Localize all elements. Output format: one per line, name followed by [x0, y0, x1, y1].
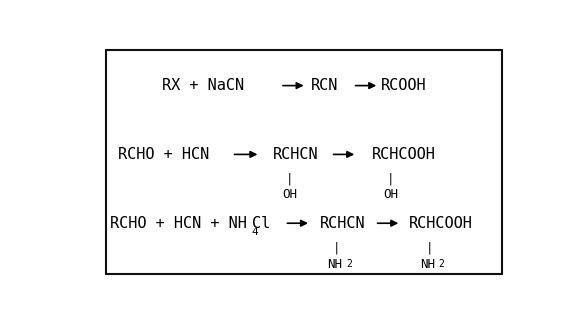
- Text: RCHCN: RCHCN: [320, 216, 365, 231]
- Text: Cl: Cl: [253, 216, 271, 231]
- Text: RCOOH: RCOOH: [381, 78, 426, 93]
- Text: RCHCOOH: RCHCOOH: [409, 216, 473, 231]
- Text: 4: 4: [251, 227, 258, 237]
- Text: RCHCOOH: RCHCOOH: [371, 147, 435, 162]
- Text: RCHO + HCN: RCHO + HCN: [118, 147, 209, 162]
- Text: 2: 2: [438, 259, 445, 269]
- Text: RCHO + HCN + NH: RCHO + HCN + NH: [110, 216, 247, 231]
- Text: |: |: [426, 241, 433, 254]
- Text: RCN: RCN: [311, 78, 338, 93]
- Text: OH: OH: [282, 188, 297, 201]
- Text: NH: NH: [327, 258, 342, 271]
- Text: RCHCN: RCHCN: [273, 147, 318, 162]
- Text: |: |: [333, 241, 341, 254]
- Text: 2: 2: [346, 259, 352, 269]
- Text: |: |: [387, 172, 394, 185]
- Text: OH: OH: [383, 188, 398, 201]
- Bar: [106, 50, 503, 274]
- Text: |: |: [286, 172, 293, 185]
- Text: NH: NH: [420, 258, 435, 271]
- Text: RX + NaCN: RX + NaCN: [162, 78, 244, 93]
